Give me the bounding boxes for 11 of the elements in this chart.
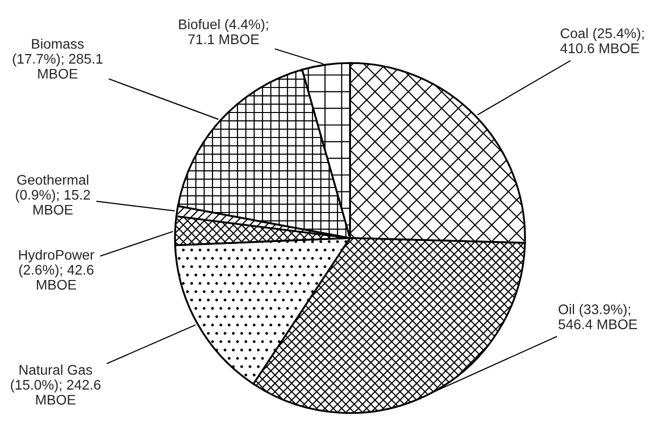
data-label: (0.9%); 15.2 MBOE <box>16 190 90 215</box>
slice-label: Biomass <box>32 38 84 49</box>
slice-label: Geothermal <box>17 174 88 185</box>
slice-label: Oil (33.9%); 546.4 MBOE <box>558 304 637 330</box>
slice-label: Coal (25.4%); 410.6 MBOE <box>560 28 644 54</box>
slice-label: HydroPower <box>19 250 94 263</box>
data-label: (15.0%); 242.6 MBOE <box>10 380 100 405</box>
slice-label: Natural Gas <box>20 364 92 375</box>
data-label: (2.6%); 42.6 MBOE <box>19 264 94 290</box>
slice-label: Biofuel (4.4%); 71.1 MBOE <box>179 19 268 44</box>
data-label: (17.7%); 285.1 MBOE <box>12 54 102 79</box>
